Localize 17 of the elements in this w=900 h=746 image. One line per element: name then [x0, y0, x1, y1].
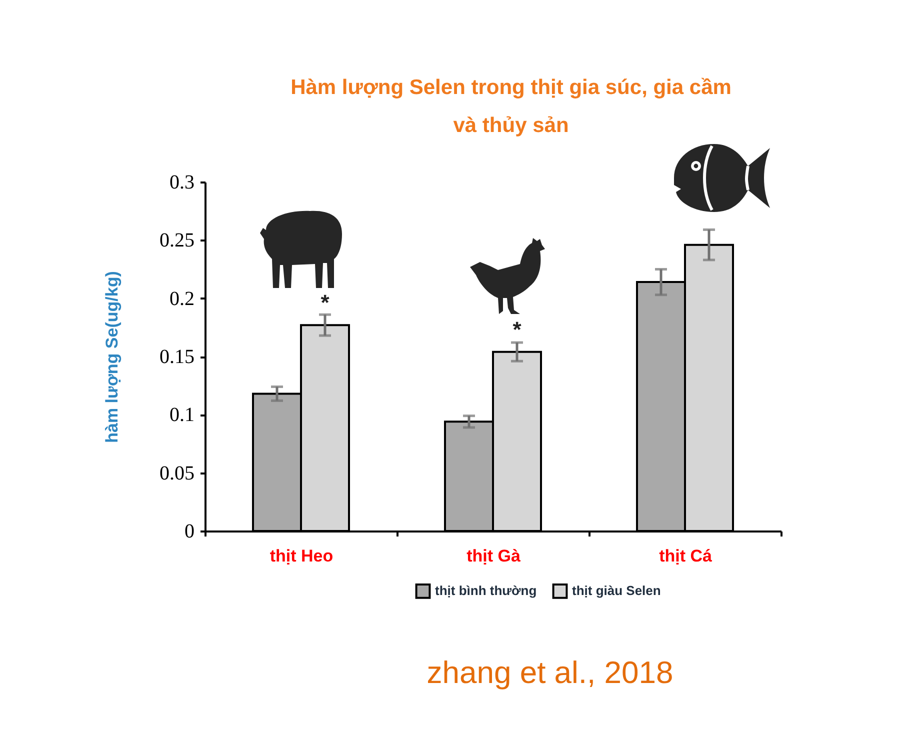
y-tick-label: 0.05 — [160, 462, 194, 484]
y-tick-label: 0.3 — [170, 172, 194, 194]
x-tick-label: thịt Heo — [270, 546, 334, 566]
y-tick-label: 0.1 — [170, 404, 194, 426]
annotation: * — [320, 290, 330, 316]
text: zhang et al., 2018 — [426, 655, 674, 691]
legend-label: thịt giàu Selen — [572, 583, 661, 598]
annotation: * — [512, 316, 522, 342]
x-tick-label: thịt Gà — [466, 546, 521, 566]
y-tick-label: 0.2 — [170, 288, 194, 310]
y-axis-title: hàm lượng Se(ug/kg) — [102, 271, 122, 443]
y-tick-label: 0.25 — [160, 230, 194, 252]
y-tick-label: 0 — [184, 520, 194, 542]
legend-label: thịt bình thường — [435, 583, 537, 598]
x-tick-label: thịt Cá — [659, 546, 712, 566]
y-tick-label: 0.15 — [160, 346, 194, 368]
chart-title: Hàm lượng Selen trong thịt gia súc, gia cầm và thủy sản — [290, 76, 732, 137]
